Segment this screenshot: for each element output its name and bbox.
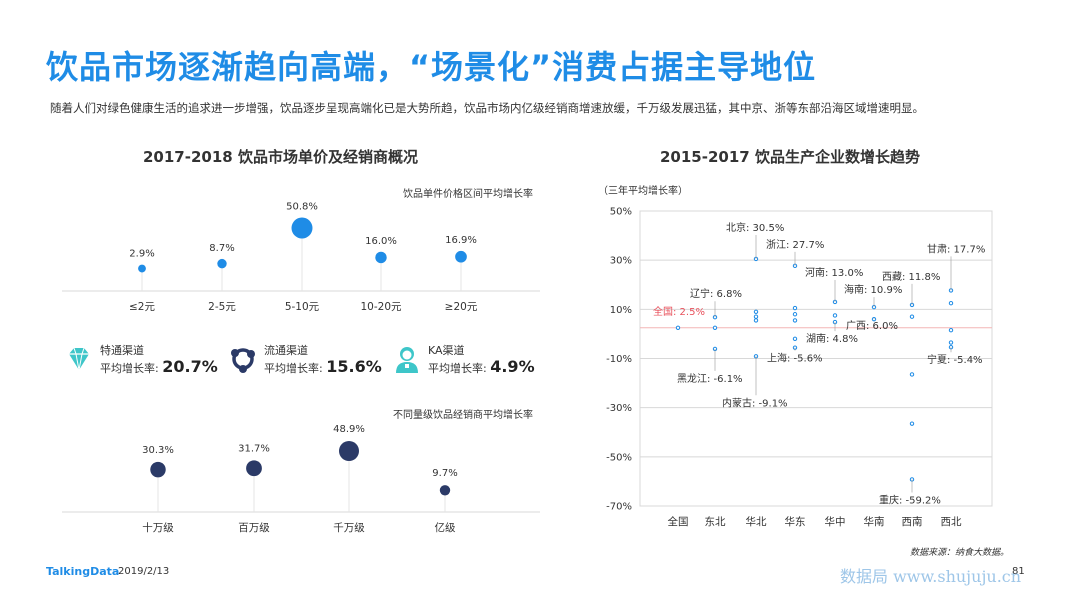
- price-data-label: 8.7%: [209, 243, 234, 254]
- region-point: [909, 421, 915, 426]
- region-point: [712, 325, 718, 330]
- diamond-icon: [69, 347, 89, 371]
- region-annotation: 北京: 30.5%: [726, 221, 784, 234]
- region-annotation: 全国: 2.5%: [653, 305, 705, 318]
- dealer-tick-label: 十万级: [142, 521, 174, 534]
- page-title: 饮品市场逐渐趋向高端，“场景化”消费占据主导地位: [46, 48, 817, 86]
- region-x-tick-label: 华东: [785, 515, 806, 528]
- region-annotation: 甘肃: 17.7%: [927, 242, 985, 255]
- dealer-tick-label: 千万级: [333, 522, 365, 534]
- region-point: [792, 305, 798, 311]
- price-data-label: 2.9%: [129, 249, 154, 260]
- region-x-tick-label: 华中: [825, 515, 846, 528]
- region-x-tick-label: 华南: [864, 515, 885, 528]
- page-subtitle: 随着人们对绿色健康生活的追求进一步增强，饮品逐步呈现高端化已是大势所趋，饮品市场…: [50, 101, 924, 115]
- dealer-point: [150, 461, 166, 478]
- circulation-icon: [231, 348, 255, 373]
- region-annotation: 浙江: 27.7%: [766, 239, 824, 251]
- price-chart-note: 饮品单件价格区间平均增长率: [403, 189, 533, 200]
- dealer-point: [339, 441, 359, 461]
- region-y-tick-label: 50%: [610, 207, 632, 218]
- dealer-data-label: 9.7%: [432, 468, 457, 479]
- region-point: [792, 318, 798, 323]
- region-annotation: 内蒙古: -9.1%: [722, 396, 788, 409]
- region-y-tick-label: 10%: [610, 305, 632, 316]
- region-y-tick-label: -30%: [606, 403, 632, 414]
- person-icon: [396, 347, 418, 373]
- region-point: [948, 300, 954, 306]
- channel-label: KA渠道: [428, 344, 465, 357]
- price-tick-label: ≤2元: [129, 301, 155, 313]
- region-point: [909, 314, 915, 319]
- price-data-label: 16.9%: [445, 235, 477, 246]
- channel-label: 特通渠道: [100, 344, 144, 357]
- region-annotation: 河南: 13.0%: [805, 266, 863, 279]
- region-y-tick-label: -50%: [606, 452, 632, 463]
- region-annotation: 西藏: 11.8%: [882, 271, 940, 283]
- channel-rate: 平均增长率: 4.9%: [428, 357, 535, 376]
- region-y-tick-label: 30%: [610, 256, 632, 267]
- region-annotation: 辽宁: 6.8%: [690, 287, 742, 300]
- region-x-tick-label: 西南: [902, 515, 923, 528]
- price-point: [455, 250, 467, 263]
- dealer-chart-note: 不同量级饮品经销商平均增长率: [393, 410, 533, 421]
- right-chart-title: 2015-2017 饮品生产企业数增长趋势: [660, 148, 920, 166]
- region-annotation: 宁夏: -5.4%: [927, 353, 983, 366]
- left-chart-title: 2017-2018 饮品市场单价及经销商概况: [143, 148, 418, 166]
- region-annotation: 海南: 10.9%: [844, 283, 902, 296]
- region-annotation: 上海: -5.6%: [767, 352, 823, 365]
- data-source: 数据来源：纳食大数据。: [910, 548, 1010, 558]
- dealer-data-label: 30.3%: [142, 445, 174, 456]
- price-tick-label: 10-20元: [360, 301, 402, 313]
- region-point: [909, 372, 915, 377]
- brand-logo: TalkingData: [46, 565, 120, 578]
- dealer-tick-label: 亿级: [435, 521, 456, 534]
- footer-date: 2019/2/13: [118, 566, 170, 577]
- region-annotation: 黑龙江: -6.1%: [677, 372, 743, 385]
- region-point: [792, 312, 798, 317]
- region-x-tick-label: 西北: [941, 516, 962, 528]
- region-annotation: 广西: 6.0%: [846, 320, 898, 332]
- region-y-axis-label: （三年平均增长率）: [598, 184, 688, 197]
- dealer-point: [439, 485, 451, 496]
- region-annotation: 湖南: 4.8%: [806, 332, 858, 345]
- dealer-data-label: 31.7%: [238, 443, 270, 454]
- region-y-tick-label: -70%: [606, 502, 632, 513]
- region-x-tick-label: 东北: [705, 515, 726, 528]
- region-point: [832, 313, 838, 318]
- price-data-label: 16.0%: [365, 236, 397, 247]
- region-y-tick-label: -10%: [606, 354, 632, 365]
- dealer-point: [246, 460, 262, 477]
- region-annotation: 重庆: -59.2%: [879, 493, 941, 506]
- dealer-data-label: 48.9%: [333, 424, 365, 435]
- region-point: [948, 328, 954, 333]
- price-point: [291, 217, 313, 239]
- region-point: [753, 318, 759, 323]
- region-point: [948, 340, 954, 345]
- region-point: [675, 325, 681, 330]
- dealer-tick-label: 百万级: [238, 522, 270, 534]
- region-x-tick-label: 全国: [668, 515, 689, 528]
- price-point: [138, 264, 146, 273]
- channel-rate: 平均增长率: 20.7%: [100, 357, 218, 376]
- price-data-label: 50.8%: [286, 202, 318, 213]
- watermark: 数据局 www.shujuju.cn: [840, 567, 1022, 586]
- region-point: [753, 309, 759, 314]
- region-x-tick-label: 华北: [746, 515, 767, 528]
- price-tick-label: 2-5元: [208, 301, 236, 313]
- price-point: [217, 258, 227, 269]
- channel-rate: 平均增长率: 15.6%: [264, 357, 382, 376]
- channel-label: 流通渠道: [264, 344, 308, 357]
- price-point: [375, 251, 387, 264]
- price-tick-label: ≥20元: [445, 301, 478, 313]
- region-point: [792, 336, 798, 342]
- page-number: 81: [1012, 566, 1025, 577]
- price-tick-label: 5-10元: [285, 301, 320, 313]
- region-point: [753, 314, 759, 319]
